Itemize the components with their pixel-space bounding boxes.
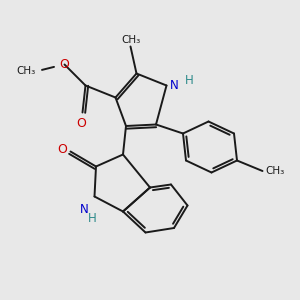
Text: CH₃: CH₃: [265, 166, 284, 176]
Text: CH₃: CH₃: [121, 35, 140, 45]
Text: O: O: [57, 142, 67, 156]
Text: H: H: [88, 212, 97, 225]
Text: CH₃: CH₃: [17, 65, 36, 76]
Text: N: N: [170, 79, 179, 92]
Text: O: O: [76, 117, 86, 130]
Text: H: H: [185, 74, 194, 87]
Text: N: N: [80, 203, 89, 216]
Text: O: O: [60, 58, 69, 71]
